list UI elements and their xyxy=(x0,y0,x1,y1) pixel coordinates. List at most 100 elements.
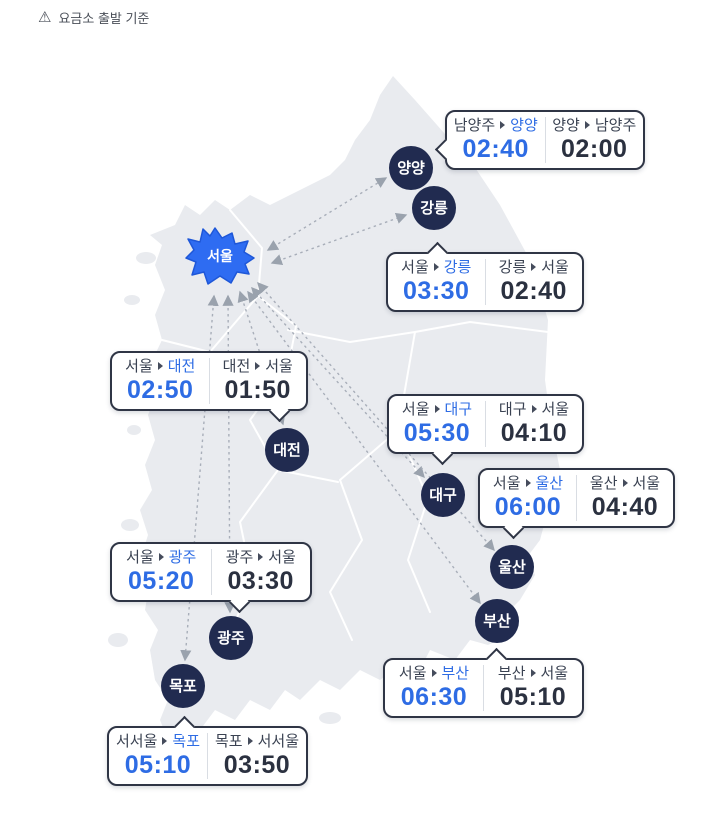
origin: 서울 xyxy=(492,474,521,492)
marker-daegu: 대구 xyxy=(421,473,465,517)
outbound-route-label: 서서울 목포 xyxy=(116,732,200,751)
svg-text:강릉: 강릉 xyxy=(420,199,448,217)
outbound-column: 서울 대전 02:50 xyxy=(112,353,209,409)
destination: 서울 xyxy=(540,664,569,682)
inbound-time: 02:40 xyxy=(500,276,567,305)
destination: 남양주 xyxy=(594,116,637,134)
origin: 광주 xyxy=(225,548,254,566)
inbound-route-label: 울산 서울 xyxy=(590,474,660,493)
outbound-route-label: 서울 강릉 xyxy=(401,258,471,277)
outbound-column: 남양주 양양 02:40 xyxy=(447,112,545,168)
travel-time-bubble-gwangju: 서울 광주 05:20 광주 서울 03:30 xyxy=(110,542,312,613)
inbound-column: 대전 서울 01:50 xyxy=(210,353,307,409)
seoul-region: 서울 xyxy=(185,227,255,285)
notice-text: 요금소 출발 기준 xyxy=(58,11,150,26)
travel-time-bubble-daegu: 서울 대구 05:30 대구 서울 04:10 xyxy=(387,394,584,465)
inbound-column: 부산 서울 05:10 xyxy=(484,660,582,716)
origin: 서울 xyxy=(125,357,153,375)
inbound-route-label: 대전 서울 xyxy=(223,357,293,376)
svg-text:대전: 대전 xyxy=(273,442,301,459)
destination: 부산 xyxy=(441,664,470,682)
outbound-time: 05:20 xyxy=(128,566,195,595)
route-line-gwangju xyxy=(222,294,236,614)
destination: 대전 xyxy=(167,357,196,375)
arrow-right-icon xyxy=(434,405,440,413)
outbound-time: 03:30 xyxy=(403,276,470,305)
destination: 서울 xyxy=(265,357,293,375)
inbound-time: 03:30 xyxy=(227,566,294,595)
inbound-column: 대구 서울 04:10 xyxy=(486,396,582,452)
origin: 서울 xyxy=(401,258,429,276)
arrow-right-icon xyxy=(584,121,590,129)
travel-time-bubble-yangyang: 남양주 양양 02:40 양양 남양주 02:00 xyxy=(434,110,645,170)
arrow-right-icon xyxy=(433,263,439,271)
marker-gwangju: 광주 xyxy=(209,616,253,660)
destination: 서서울 xyxy=(257,732,299,750)
arrow-right-icon xyxy=(247,737,253,745)
inbound-column: 목포 서서울 03:50 xyxy=(208,728,306,784)
inbound-time: 04:40 xyxy=(591,492,659,521)
arrow-right-icon xyxy=(500,121,506,129)
arrow-right-icon xyxy=(162,737,168,745)
inbound-route-label: 목포 서서울 xyxy=(215,732,299,751)
bubble-divider xyxy=(484,259,486,305)
bubble-divider xyxy=(544,117,546,163)
destination: 강릉 xyxy=(443,258,472,276)
arrow-right-icon xyxy=(255,362,261,370)
bubble-divider xyxy=(210,549,212,595)
inbound-column: 강릉 서울 02:40 xyxy=(486,254,583,310)
outbound-route-label: 서울 광주 xyxy=(126,548,196,567)
outbound-time: 02:50 xyxy=(127,375,194,404)
outbound-time: 05:10 xyxy=(124,750,192,779)
seoul-label: 서울 xyxy=(207,248,233,264)
arrow-right-icon xyxy=(158,553,164,561)
origin: 서울 xyxy=(401,400,430,418)
arrow-right-icon xyxy=(531,405,537,413)
outbound-time: 06:00 xyxy=(494,492,562,521)
outbound-time: 02:40 xyxy=(462,134,529,163)
marker-gangneung: 강릉 xyxy=(412,186,456,230)
origin: 대구 xyxy=(498,400,527,418)
bubble-divider xyxy=(207,733,208,779)
svg-text:광주: 광주 xyxy=(217,629,245,647)
route-line-busan xyxy=(247,290,481,605)
arrow-right-icon xyxy=(530,669,536,677)
arrow-right-icon xyxy=(157,362,163,370)
outbound-column: 서울 울산 06:00 xyxy=(480,470,576,526)
travel-time-bubble-ulsan: 서울 울산 06:00 울산 서울 04:40 xyxy=(478,468,675,539)
outbound-column: 서울 대구 05:30 xyxy=(389,396,485,452)
marker-yangyang: 양양 xyxy=(389,146,433,190)
route-line-yangyang xyxy=(266,177,388,251)
destination: 광주 xyxy=(168,548,197,566)
warning-icon: ⚠ xyxy=(38,9,52,26)
svg-text:부산: 부산 xyxy=(483,613,511,630)
inbound-time: 02:00 xyxy=(561,134,628,163)
tollgate-basis-notice: ⚠ 요금소 출발 기준 xyxy=(38,8,149,27)
arrow-right-icon xyxy=(431,669,437,677)
inbound-route-label: 양양 남양주 xyxy=(552,116,636,135)
arrow-right-icon xyxy=(525,479,531,487)
inbound-time: 04:10 xyxy=(500,418,568,447)
inbound-column: 광주 서울 03:30 xyxy=(212,544,311,600)
bubble-divider xyxy=(208,358,210,404)
inbound-route-label: 강릉 서울 xyxy=(499,258,569,277)
marker-mokpo: 목포 xyxy=(161,664,205,708)
destination: 목포 xyxy=(172,732,200,750)
seoul-shape xyxy=(185,227,255,285)
origin: 울산 xyxy=(589,474,618,492)
origin: 양양 xyxy=(552,116,580,134)
origin: 부산 xyxy=(497,664,526,682)
marker-ulsan: 울산 xyxy=(490,545,534,589)
destination: 서울 xyxy=(632,474,661,492)
origin: 서서울 xyxy=(115,732,158,750)
outbound-column: 서울 광주 05:20 xyxy=(112,544,211,600)
outbound-time: 06:30 xyxy=(400,682,468,711)
travel-time-bubble-busan: 서울 부산 06:30 부산 서울 05:10 xyxy=(383,647,584,718)
outbound-column: 서울 강릉 03:30 xyxy=(388,254,485,310)
svg-text:양양: 양양 xyxy=(397,160,425,177)
destination: 서울 xyxy=(541,258,569,276)
inbound-route-label: 광주 서울 xyxy=(226,548,296,567)
origin: 남양주 xyxy=(453,116,496,134)
origin: 강릉 xyxy=(498,258,527,276)
